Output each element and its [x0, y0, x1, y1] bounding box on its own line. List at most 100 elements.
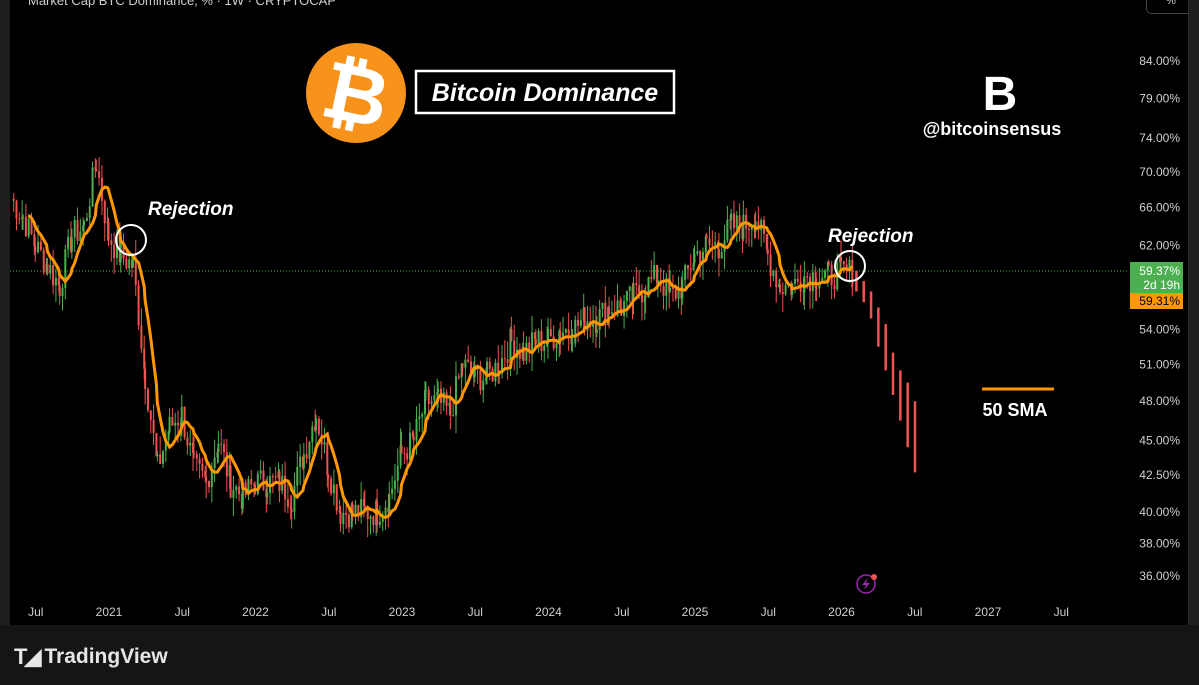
brand-logo-icon: B — [983, 68, 1018, 121]
candle-body — [271, 476, 274, 478]
candle-body — [52, 265, 55, 286]
candle-body — [98, 171, 101, 178]
candle-body — [381, 514, 384, 522]
candle-body — [408, 432, 411, 460]
candle-body — [400, 445, 403, 454]
candle-body — [635, 283, 638, 286]
projection-candle — [869, 291, 873, 319]
candle-body — [534, 338, 537, 345]
candle-body — [821, 277, 824, 282]
candle-body — [351, 504, 354, 514]
candle-body — [619, 300, 622, 308]
candle-body — [559, 330, 562, 338]
candle-body — [717, 249, 720, 259]
candle-body — [15, 200, 18, 219]
candle-body — [784, 285, 787, 295]
candle-body — [668, 277, 671, 292]
candle-body — [803, 276, 806, 292]
countdown-label: 2d 19h — [1143, 278, 1180, 292]
candle-body — [369, 516, 372, 520]
candle-body — [412, 436, 415, 441]
candle-body — [284, 475, 287, 500]
x-tick-label: Jul — [1054, 605, 1069, 619]
candle-body — [488, 361, 491, 369]
candle-body — [482, 380, 485, 391]
candle-body — [73, 219, 76, 238]
candle-body — [146, 389, 149, 411]
candle-body — [479, 369, 482, 391]
last-price-label: 59.37% — [1139, 264, 1180, 278]
candle-body — [595, 329, 598, 333]
candle-body — [46, 264, 49, 274]
candle-body — [232, 490, 235, 498]
candle-body — [564, 329, 567, 333]
footer-bar — [0, 625, 1199, 685]
candle-body — [778, 284, 781, 293]
y-tick-label: 38.00% — [1139, 536, 1180, 550]
candle-body — [692, 262, 695, 270]
candle-body — [372, 516, 375, 526]
candle-body — [293, 485, 296, 512]
tradingview-logo[interactable]: T◢ TradingView — [14, 644, 168, 670]
candle-body — [689, 268, 692, 270]
candle-body — [34, 246, 37, 253]
candle-body — [30, 218, 33, 234]
candle-body — [22, 216, 25, 218]
candle-body — [156, 454, 159, 457]
candle-body — [684, 265, 687, 280]
candle-body — [650, 277, 653, 279]
title-box — [414, 69, 676, 115]
left-edge — [0, 0, 10, 625]
candle-body — [452, 415, 455, 417]
candle-body — [27, 218, 30, 237]
candle-body — [473, 364, 476, 378]
brand-handle: @bitcoinsensus — [923, 119, 1062, 139]
candle-body — [192, 453, 195, 455]
candle-body — [217, 443, 220, 453]
candle-body — [274, 476, 277, 478]
candle-body — [366, 507, 369, 520]
candle-body — [278, 471, 281, 491]
candle-body — [186, 437, 189, 446]
candle-body — [686, 265, 689, 269]
candle-body — [549, 329, 552, 337]
candle-body — [738, 215, 741, 229]
candle-body — [18, 218, 21, 220]
candle-body — [711, 244, 714, 246]
candle-body — [216, 452, 219, 458]
rejection-label-1: Rejection — [148, 199, 234, 220]
candle-body — [424, 389, 427, 391]
rejection-circle-2 — [834, 250, 866, 282]
x-tick-label: 2027 — [975, 605, 1002, 619]
x-tick-label: 2023 — [389, 605, 416, 619]
x-tick-label: 2021 — [96, 605, 123, 619]
chart-svg[interactable]: 84.00% 79.00% 74.00% 70.00% 66.00% 62.00% 54.0… — [0, 0, 1199, 625]
candle-body — [323, 442, 326, 445]
candle-body — [67, 236, 70, 250]
candle-body — [735, 215, 738, 228]
candle-body — [259, 470, 262, 474]
candle-body — [848, 259, 851, 271]
lightning-icon[interactable] — [856, 574, 877, 594]
candle-body — [845, 264, 848, 271]
candle-body — [391, 488, 394, 495]
candle-body — [696, 251, 699, 254]
candle-body — [189, 442, 192, 446]
y-tick-label: 40.00% — [1139, 505, 1180, 519]
candle-body — [503, 358, 506, 360]
candle-body — [88, 206, 91, 218]
y-tick-label: 54.00% — [1139, 323, 1180, 337]
candle-body — [149, 410, 152, 420]
candle-body — [220, 443, 223, 445]
candle-body — [769, 254, 772, 277]
candle-body — [608, 307, 611, 315]
candle-body — [766, 249, 769, 255]
candle-body — [827, 261, 830, 265]
candle-body — [765, 233, 768, 250]
sma-line — [27, 185, 854, 520]
candle-body — [266, 493, 269, 498]
candle-body — [411, 432, 414, 437]
candle-body — [103, 200, 106, 224]
projection-candle — [891, 352, 895, 395]
x-tick-label: Jul — [175, 605, 190, 619]
